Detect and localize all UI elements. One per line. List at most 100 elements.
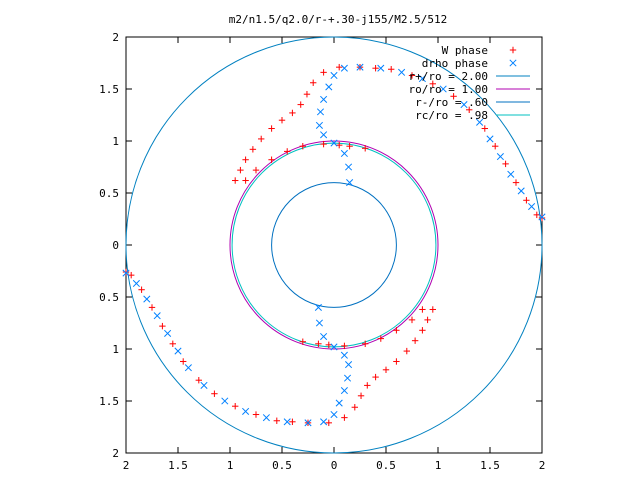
- data-point: [429, 306, 436, 313]
- legend-swatch-marker: [509, 59, 517, 67]
- data-point: [325, 419, 332, 427]
- cross-stroke: [345, 361, 353, 369]
- circle-rc-ring: [231, 142, 437, 348]
- data-point: [372, 65, 379, 72]
- data-point: [258, 135, 265, 143]
- data-point: [122, 268, 130, 276]
- data-point: [388, 66, 395, 73]
- data-point: [372, 373, 379, 381]
- cross-stroke: [314, 303, 322, 311]
- cross-stroke: [486, 135, 494, 143]
- cross-stroke: [345, 163, 353, 171]
- data-point: [362, 340, 369, 347]
- data-point: [351, 404, 358, 411]
- cross-stroke: [377, 64, 385, 72]
- data-point: [314, 303, 322, 311]
- data-point: [393, 358, 400, 365]
- cross-stroke: [304, 419, 312, 427]
- data-point: [242, 407, 250, 415]
- data-point: [128, 271, 135, 279]
- cross-stroke: [340, 351, 348, 359]
- data-point: [517, 187, 525, 195]
- cross-stroke: [398, 68, 406, 76]
- legend-label: ro/ro = 1.00: [409, 83, 488, 96]
- circle-r-ring: [271, 182, 397, 308]
- cross-stroke: [174, 347, 182, 355]
- data-point: [393, 327, 400, 334]
- data-point: [211, 390, 218, 397]
- x-tick-label: 0.5: [272, 459, 292, 472]
- data-point: [408, 72, 416, 79]
- data-point: [330, 343, 338, 351]
- cross-stroke: [340, 64, 348, 72]
- data-point: [289, 109, 296, 117]
- legend-label: r+/ro = 2.00: [409, 70, 488, 83]
- data-point: [481, 125, 488, 132]
- y-tick-label: 0.5: [99, 187, 119, 200]
- y-tick-label: 1.5: [99, 83, 119, 96]
- cross-stroke: [200, 381, 208, 389]
- data-point: [341, 414, 348, 421]
- x-ticks: 2 1.5 1 0.5 0 0.5 1 1.5 2: [123, 37, 545, 472]
- data-point: [362, 145, 369, 152]
- data-point: [439, 85, 447, 93]
- data-point: [138, 286, 145, 293]
- data-point: [132, 279, 140, 288]
- data-point: [512, 179, 520, 186]
- data-point: [340, 351, 348, 359]
- data-point: [316, 108, 325, 116]
- legend-label: W phase: [442, 44, 488, 57]
- data-points: [122, 63, 546, 427]
- cross-stroke: [132, 279, 140, 288]
- data-point: [330, 139, 338, 147]
- data-point: [299, 338, 306, 345]
- x-tick-label: 2: [123, 459, 130, 472]
- data-point: [310, 79, 317, 86]
- data-point: [330, 410, 338, 419]
- data-point: [356, 63, 364, 71]
- data-point: [357, 392, 365, 399]
- x-tick-label: 1: [227, 459, 234, 472]
- cross-stroke: [330, 410, 338, 419]
- data-point: [242, 156, 249, 163]
- data-point: [343, 374, 352, 382]
- data-point: [382, 366, 390, 373]
- cross-stroke: [325, 83, 333, 91]
- data-point: [221, 397, 229, 405]
- data-point: [450, 93, 457, 100]
- cross-stroke: [164, 329, 172, 337]
- series-w-phase: [122, 63, 546, 427]
- cross-stroke: [509, 59, 517, 67]
- data-point: [476, 118, 484, 126]
- data-point: [345, 361, 353, 369]
- data-point: [325, 341, 332, 349]
- data-point: [419, 327, 426, 334]
- y-tick-label: 0: [112, 239, 119, 252]
- data-point: [460, 101, 468, 109]
- cross-stroke: [315, 121, 323, 129]
- x-tick-label: 0: [331, 459, 338, 472]
- cross-stroke: [283, 418, 291, 426]
- cross-stroke: [340, 387, 348, 395]
- data-point: [325, 83, 333, 91]
- data-point: [346, 179, 354, 187]
- data-point: [252, 166, 260, 174]
- data-point: [411, 337, 419, 344]
- cross-stroke: [242, 407, 250, 415]
- cross-stroke: [330, 71, 338, 80]
- cross-stroke: [439, 85, 447, 93]
- data-point: [242, 177, 249, 184]
- data-point: [320, 140, 327, 148]
- chart-title: m2/n1.5/q2.0/r-+.30-j155/M2.5/512: [229, 13, 448, 26]
- data-point: [174, 347, 182, 355]
- data-point: [180, 358, 187, 365]
- data-point: [336, 63, 343, 71]
- data-point: [262, 414, 270, 422]
- data-point: [538, 214, 546, 222]
- cross-stroke: [335, 399, 343, 407]
- cross-stroke: [122, 269, 130, 277]
- data-point: [148, 304, 156, 311]
- data-point: [252, 411, 260, 418]
- cross-stroke: [476, 118, 484, 126]
